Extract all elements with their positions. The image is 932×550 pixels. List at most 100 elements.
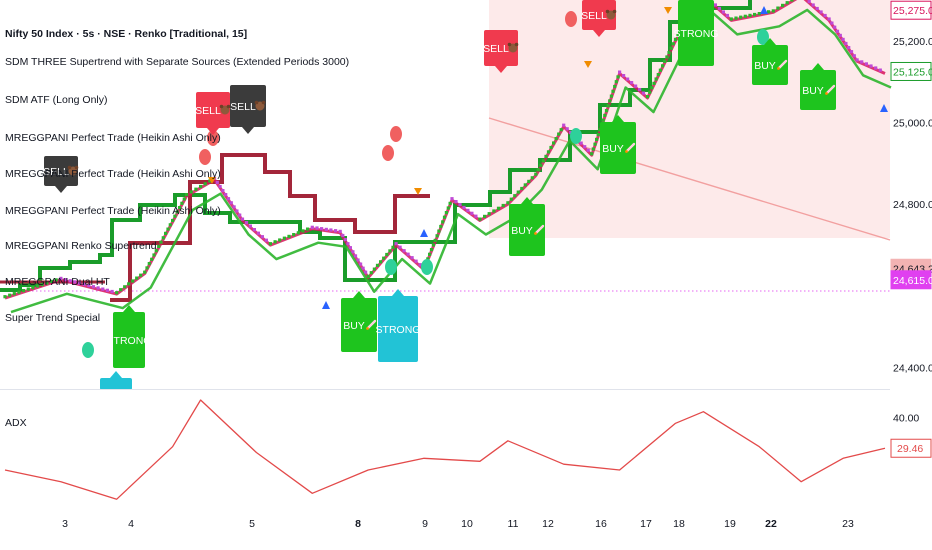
renko-brick	[375, 263, 380, 267]
renko-brick	[878, 68, 882, 72]
symbol-title[interactable]: Nifty 50 Index · 5s · NSE · Renko [Tradi…	[5, 28, 248, 40]
buy-label-pointer	[764, 38, 776, 45]
renko-brick	[725, 13, 729, 18]
renko-brick	[59, 276, 63, 280]
renko-brick	[753, 12, 757, 17]
time-label: 17	[640, 518, 652, 530]
renko-brick	[68, 279, 72, 283]
renko-brick	[301, 229, 305, 233]
sell-label-box	[582, 0, 616, 30]
adx-badge	[890, 438, 932, 458]
indicator-6[interactable]: MREGGPANI Renko Supertrend	[5, 240, 157, 252]
renko-brick	[536, 168, 540, 172]
indicator-8[interactable]: Super Trend Special	[5, 312, 101, 324]
renko-brick	[50, 279, 54, 283]
renko-brick	[781, 3, 785, 7]
sell-label-pointer	[593, 30, 605, 37]
indicator-2[interactable]: SDM ATF (Long Only)	[5, 94, 108, 106]
time-label: 18	[673, 518, 685, 530]
renko-brick	[552, 141, 556, 145]
renko-brick	[73, 280, 77, 284]
renko-brick	[444, 211, 448, 215]
renko-brick	[388, 249, 392, 253]
renko-brick	[45, 281, 49, 285]
price-badge-text: 25,125.00	[893, 66, 932, 78]
renko-brick	[87, 283, 91, 288]
indicator-7[interactable]: MREGGPANI Dual HT	[5, 276, 110, 288]
bear-icon	[219, 104, 231, 115]
pane-separator[interactable]	[0, 389, 890, 390]
indicator-5[interactable]: MREGGPANI Perfect Trade (Heikin Ashi Onl…	[5, 205, 221, 217]
buy-label-text: BUY	[602, 143, 624, 155]
time-label: 11	[508, 518, 519, 530]
time-label: 22	[765, 518, 777, 530]
renko-brick	[226, 197, 231, 201]
indicator-3[interactable]: MREGGPANI Perfect Trade (Heikin Ashi Onl…	[5, 132, 221, 144]
renko-brick	[852, 54, 856, 58]
up-triangle	[420, 229, 428, 237]
renko-brick	[282, 236, 286, 240]
buy-label-box	[600, 122, 636, 174]
renko-brick	[268, 242, 272, 246]
renko-brick	[648, 90, 652, 94]
up-triangle	[322, 301, 330, 309]
renko-brick	[105, 288, 109, 292]
renko-brick	[757, 12, 761, 16]
indicator-1[interactable]: SDM THREE Supertrend with Separate Sourc…	[5, 56, 350, 68]
renko-brick	[509, 197, 513, 201]
renko-brick	[638, 88, 642, 92]
buy-label-box	[800, 70, 836, 110]
renko-brick	[208, 179, 212, 183]
renko-brick	[338, 229, 342, 233]
renko-brick	[595, 137, 599, 141]
renko-brick	[244, 221, 249, 225]
renko-brick	[603, 113, 607, 117]
renko-brick	[611, 89, 615, 93]
renko-brick	[641, 91, 646, 95]
buy-label-pointer	[612, 115, 624, 122]
renko-brick	[218, 184, 222, 189]
renko-brick	[147, 262, 151, 266]
renko-brick	[539, 163, 543, 167]
signal-dot	[382, 145, 394, 161]
renko-brick	[811, 3, 815, 7]
buy-label: BUY	[800, 63, 836, 110]
buy-label-text: BUY	[511, 225, 533, 237]
renko-brick	[579, 141, 583, 145]
price-tick: 24,400.00	[893, 363, 932, 375]
sell-label-text: SELL	[195, 105, 221, 117]
time-label: 12	[542, 518, 554, 530]
buy-label: BUY	[600, 115, 636, 174]
renko-brick	[658, 68, 662, 72]
renko-brick	[154, 249, 158, 253]
adx-label[interactable]: ADX	[5, 417, 27, 429]
renko-brick	[17, 290, 21, 294]
renko-brick	[273, 240, 277, 244]
time-label: 10	[461, 518, 473, 530]
adx-tick: 40.00	[893, 413, 919, 425]
renko-brick	[414, 259, 418, 263]
renko-brick	[847, 46, 851, 50]
renko-brick	[180, 201, 184, 205]
buy-label-pointer	[521, 197, 533, 204]
buy-label-box	[341, 298, 377, 352]
renko-brick	[91, 285, 96, 289]
renko-brick	[626, 77, 630, 81]
renko-brick	[616, 75, 620, 79]
renko-brick	[435, 234, 439, 238]
indicator-4[interactable]: MREGGPANI Perfect Trade (Heikin Ashi Onl…	[5, 168, 221, 180]
bear-ear	[605, 9, 610, 14]
bear-icon	[254, 100, 266, 111]
renko-brick	[591, 147, 595, 151]
renko-brick	[235, 209, 239, 213]
renko-brick	[351, 250, 355, 254]
renko-brick	[590, 152, 594, 156]
sell-label-dark-box	[44, 156, 78, 186]
renko-brick	[478, 217, 482, 221]
strong-label-text: STRONG	[674, 28, 719, 40]
renko-brick	[426, 257, 430, 261]
strong-label: STRONG	[674, 0, 719, 66]
renko-brick	[410, 256, 414, 260]
renko-brick	[215, 180, 219, 184]
